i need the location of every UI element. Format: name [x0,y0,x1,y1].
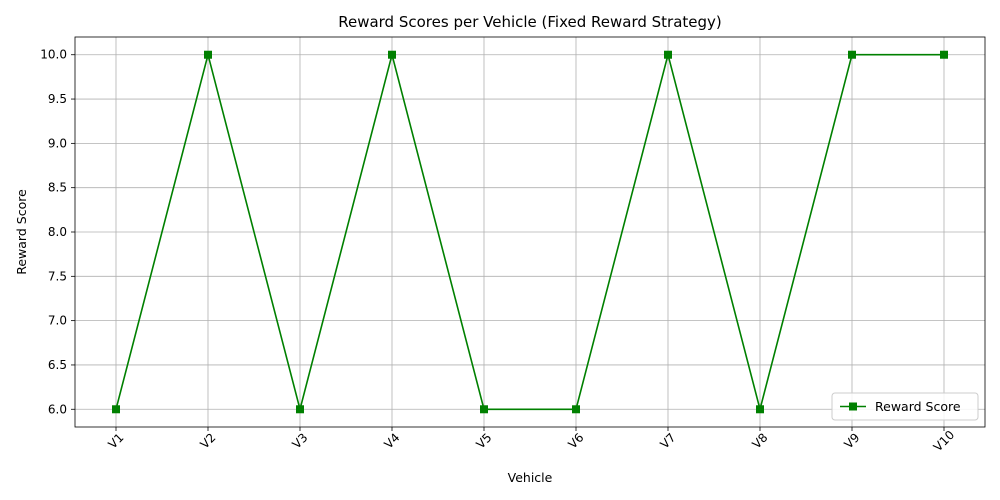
y-tick-label: 6.0 [48,402,67,416]
y-tick-label: 9.0 [48,136,67,150]
series-layer [112,50,948,414]
y-axis-label: Reward Score [14,189,29,275]
grid [75,37,985,427]
x-tick-label: V7 [657,430,678,451]
y-tick-label: 8.5 [48,181,67,195]
y-tick-label: 9.5 [48,92,67,106]
x-tick-label: V1 [105,430,126,451]
legend: Reward Score [831,392,979,421]
data-point-marker [940,50,948,59]
x-tick-label: V5 [473,430,494,451]
x-tick-label: V4 [381,430,402,451]
data-point-marker [204,50,212,59]
data-point-marker [756,405,764,414]
y-tick-label: 7.0 [48,314,67,328]
x-tick-label: V10 [931,428,958,455]
chart-title: Reward Scores per Vehicle (Fixed Reward … [338,13,722,31]
y-tick-label: 7.5 [48,269,67,283]
data-point-marker [296,405,304,414]
data-point-marker [664,50,672,59]
x-axis-label: Vehicle [508,470,553,485]
data-point-marker [572,405,580,414]
data-point-marker [388,50,396,59]
x-tick-label: V9 [841,430,862,451]
legend-box [831,392,979,421]
x-tick-label: V6 [565,430,586,451]
data-point-marker [112,405,120,414]
axes [71,36,986,431]
y-tick-label: 8.0 [48,225,67,239]
y-tick-label: 10.0 [40,48,67,62]
x-tick-label: V8 [749,430,770,451]
legend-marker-swatch [849,402,857,411]
data-point-marker [480,405,488,414]
y-tick-label: 6.5 [48,358,67,372]
tick-labels: V1 V2 V3 V4 V5 V6 V7 V8 V9 V10 6.0 6.5 7.0 7.5 8.0 8.5 9… [40,48,957,455]
x-tick-label: V3 [289,430,310,451]
series-line [115,51,944,413]
legend-label: Reward Score [875,399,961,414]
data-point-marker [848,50,856,59]
plot-frame [74,36,986,428]
x-tick-label: V2 [197,430,218,451]
